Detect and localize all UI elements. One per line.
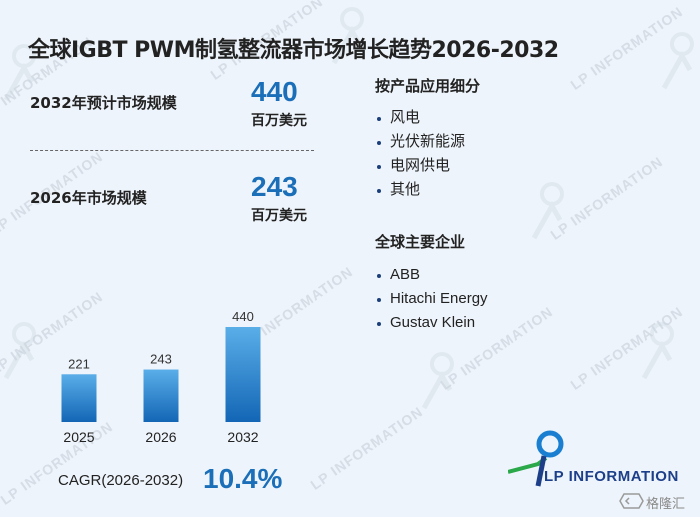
- base-size-unit: 百万美元: [251, 208, 307, 224]
- segments-list: 风电 光伏新能源 电网供电 其他: [375, 106, 465, 202]
- logo-text: LP INFORMATION: [544, 468, 679, 485]
- bar-value-label: 221: [68, 356, 90, 371]
- section-divider: [30, 150, 314, 151]
- cagr-label: CAGR(2026-2032): [58, 472, 184, 489]
- list-item: ABB: [375, 263, 488, 287]
- companies-list: ABB Hitachi Energy Gustav Klein: [375, 263, 488, 335]
- bar-2026: [143, 369, 179, 422]
- base-size-value: 243: [251, 171, 298, 202]
- list-item: 风电: [375, 106, 465, 130]
- lp-information-logo-icon: [508, 430, 564, 487]
- forecast-size-label: 2032年预计市场规模: [30, 94, 177, 112]
- list-item: 光伏新能源: [375, 130, 465, 154]
- page-title: 全球IGBT PWM制氢整流器市场增长趋势2026-2032: [28, 38, 559, 63]
- bar-2032: [225, 327, 261, 422]
- bar-2025: [61, 374, 97, 422]
- list-item: 电网供电: [375, 154, 465, 178]
- x-tick-label: 2032: [227, 429, 258, 445]
- forecast-size-value: 440: [251, 76, 298, 107]
- list-item: 其他: [375, 178, 465, 202]
- corner-brand-icon: [619, 493, 644, 509]
- bar-value-label: 243: [150, 352, 172, 367]
- cagr-value: 10.4%: [203, 463, 283, 494]
- forecast-size-unit: 百万美元: [251, 113, 307, 129]
- x-tick-label: 2025: [63, 429, 94, 445]
- list-item: Hitachi Energy: [375, 287, 488, 311]
- x-tick-label: 2026: [145, 429, 176, 445]
- segments-title: 按产品应用细分: [375, 77, 481, 95]
- corner-brand-text: 格隆汇: [646, 497, 686, 512]
- bar-value-label: 440: [232, 309, 254, 324]
- companies-title: 全球主要企业: [375, 233, 466, 251]
- base-size-label: 2026年市场规模: [30, 189, 147, 207]
- list-item: Gustav Klein: [375, 311, 488, 335]
